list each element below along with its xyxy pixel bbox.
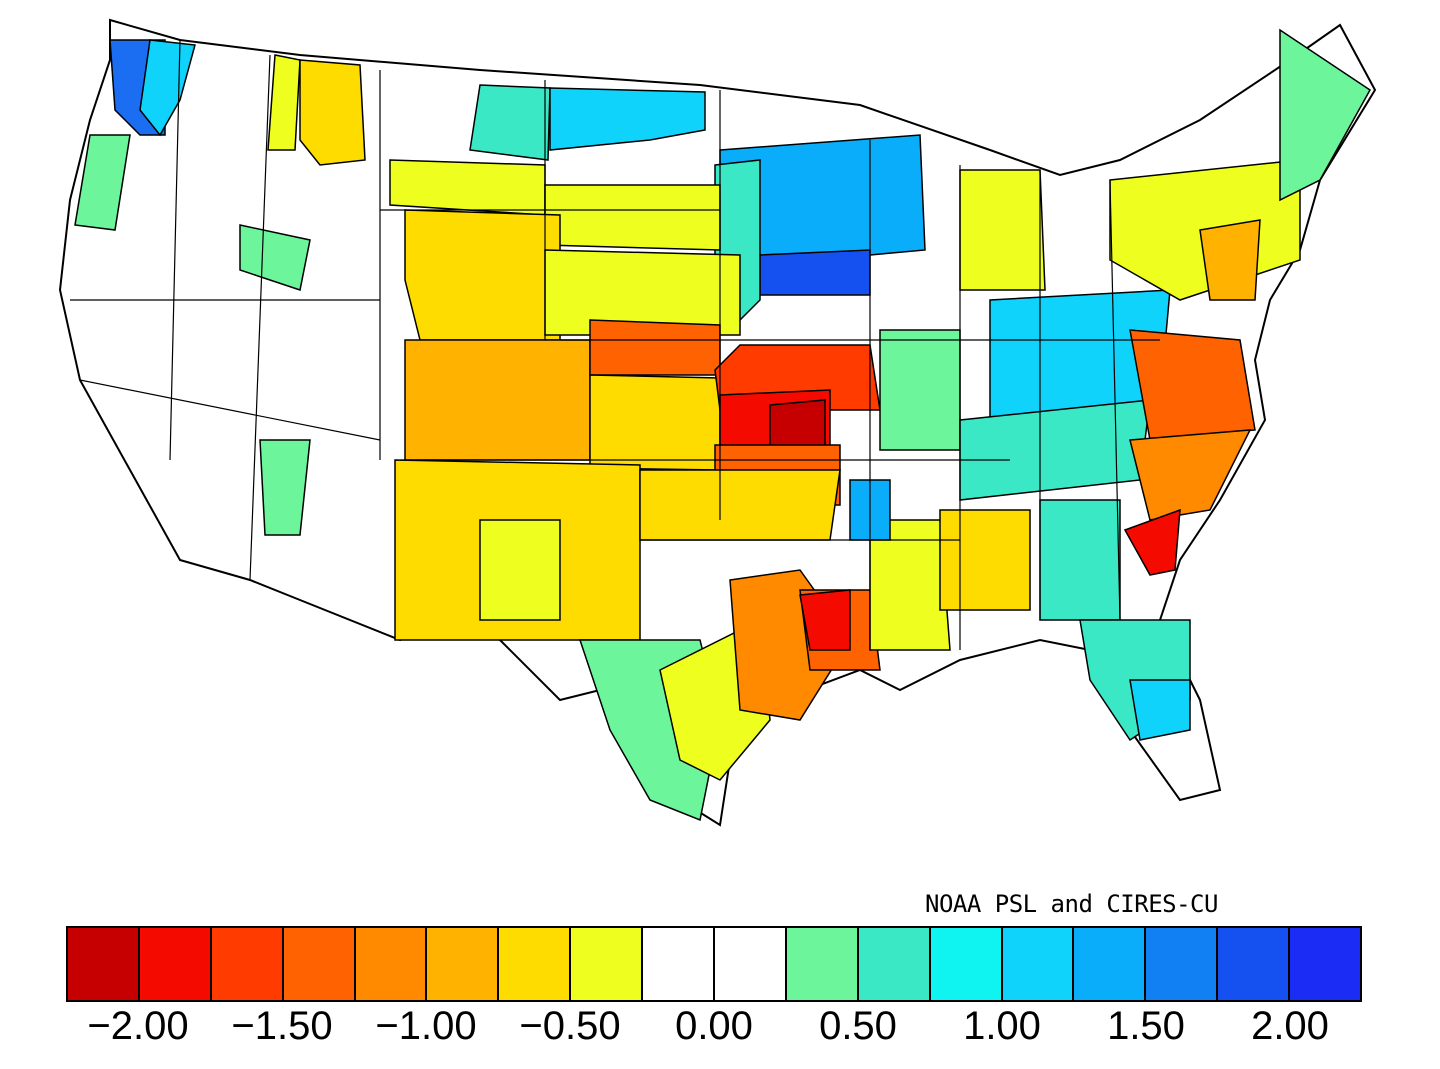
legend-label: 0.00 — [675, 1004, 753, 1048]
legend-swatch — [499, 928, 572, 1000]
region-north-dakota — [549, 87, 706, 151]
legend-swatch — [68, 928, 140, 1000]
region-montana-west — [299, 59, 366, 166]
legend-label: −1.50 — [231, 1004, 333, 1048]
legend-swatch — [139, 928, 212, 1000]
region-iowa — [759, 249, 871, 296]
region-kansas-west — [589, 319, 721, 376]
region-montana-east — [469, 84, 551, 161]
us-map-svg — [58, 18, 1377, 827]
region-nm-east — [479, 519, 561, 621]
state-boundaries — [70, 39, 1160, 650]
region-new-england — [1279, 28, 1371, 202]
region-south-dakota-yellow — [544, 184, 721, 251]
region-new-jersey — [1199, 219, 1261, 301]
legend-label: −0.50 — [519, 1004, 621, 1048]
legend-swatch — [1002, 928, 1075, 1000]
region-idaho-green — [239, 224, 311, 291]
region-virginia — [1129, 329, 1256, 441]
legend-swatch — [930, 928, 1003, 1000]
region-michigan — [959, 169, 1046, 291]
region-georgia — [1039, 499, 1121, 621]
region-washington-puget — [139, 39, 196, 137]
region-oklahoma — [639, 469, 841, 541]
region-carolinas — [1129, 429, 1252, 521]
region-missouri-center — [769, 399, 826, 449]
legend-swatch — [283, 928, 356, 1000]
legend-label: 1.00 — [963, 1004, 1041, 1048]
region-wyoming-yellow — [389, 159, 546, 216]
legend-label: 0.50 — [819, 1004, 897, 1048]
legend-swatch — [355, 928, 428, 1000]
credit-text: NOAA PSL and CIRES-CU — [925, 890, 1218, 918]
legend-label: −1.00 — [375, 1004, 477, 1048]
region-idaho-north — [267, 54, 301, 151]
legend-swatch — [643, 928, 716, 1000]
legend-swatch — [1146, 928, 1219, 1000]
legend-swatch — [427, 928, 500, 1000]
region-south-carolina — [1123, 508, 1181, 576]
legend-swatch — [571, 928, 644, 1000]
legend-swatch — [1074, 928, 1147, 1000]
region-alabama — [939, 509, 1031, 611]
legend-label: 2.00 — [1251, 1004, 1329, 1048]
legend-swatch — [211, 928, 284, 1000]
region-illinois-indiana — [879, 329, 961, 451]
legend-swatch — [715, 928, 787, 1000]
region-louisiana-north — [799, 589, 851, 651]
legend-swatch — [1290, 928, 1361, 1000]
climate-division-map — [58, 18, 1377, 827]
region-kansas — [589, 374, 721, 471]
region-oregon-coast — [74, 134, 131, 231]
region-colorado — [404, 339, 591, 461]
region-florida-central — [1129, 679, 1191, 741]
legend-swatch — [858, 928, 931, 1000]
legend-swatch — [1218, 928, 1291, 1000]
region-nevada-green — [259, 439, 311, 536]
region-wyoming — [404, 209, 561, 341]
legend-label: −2.00 — [87, 1004, 189, 1048]
legend-label: 1.50 — [1107, 1004, 1185, 1048]
color-legend-bar — [66, 926, 1362, 1002]
legend-swatch — [786, 928, 859, 1000]
